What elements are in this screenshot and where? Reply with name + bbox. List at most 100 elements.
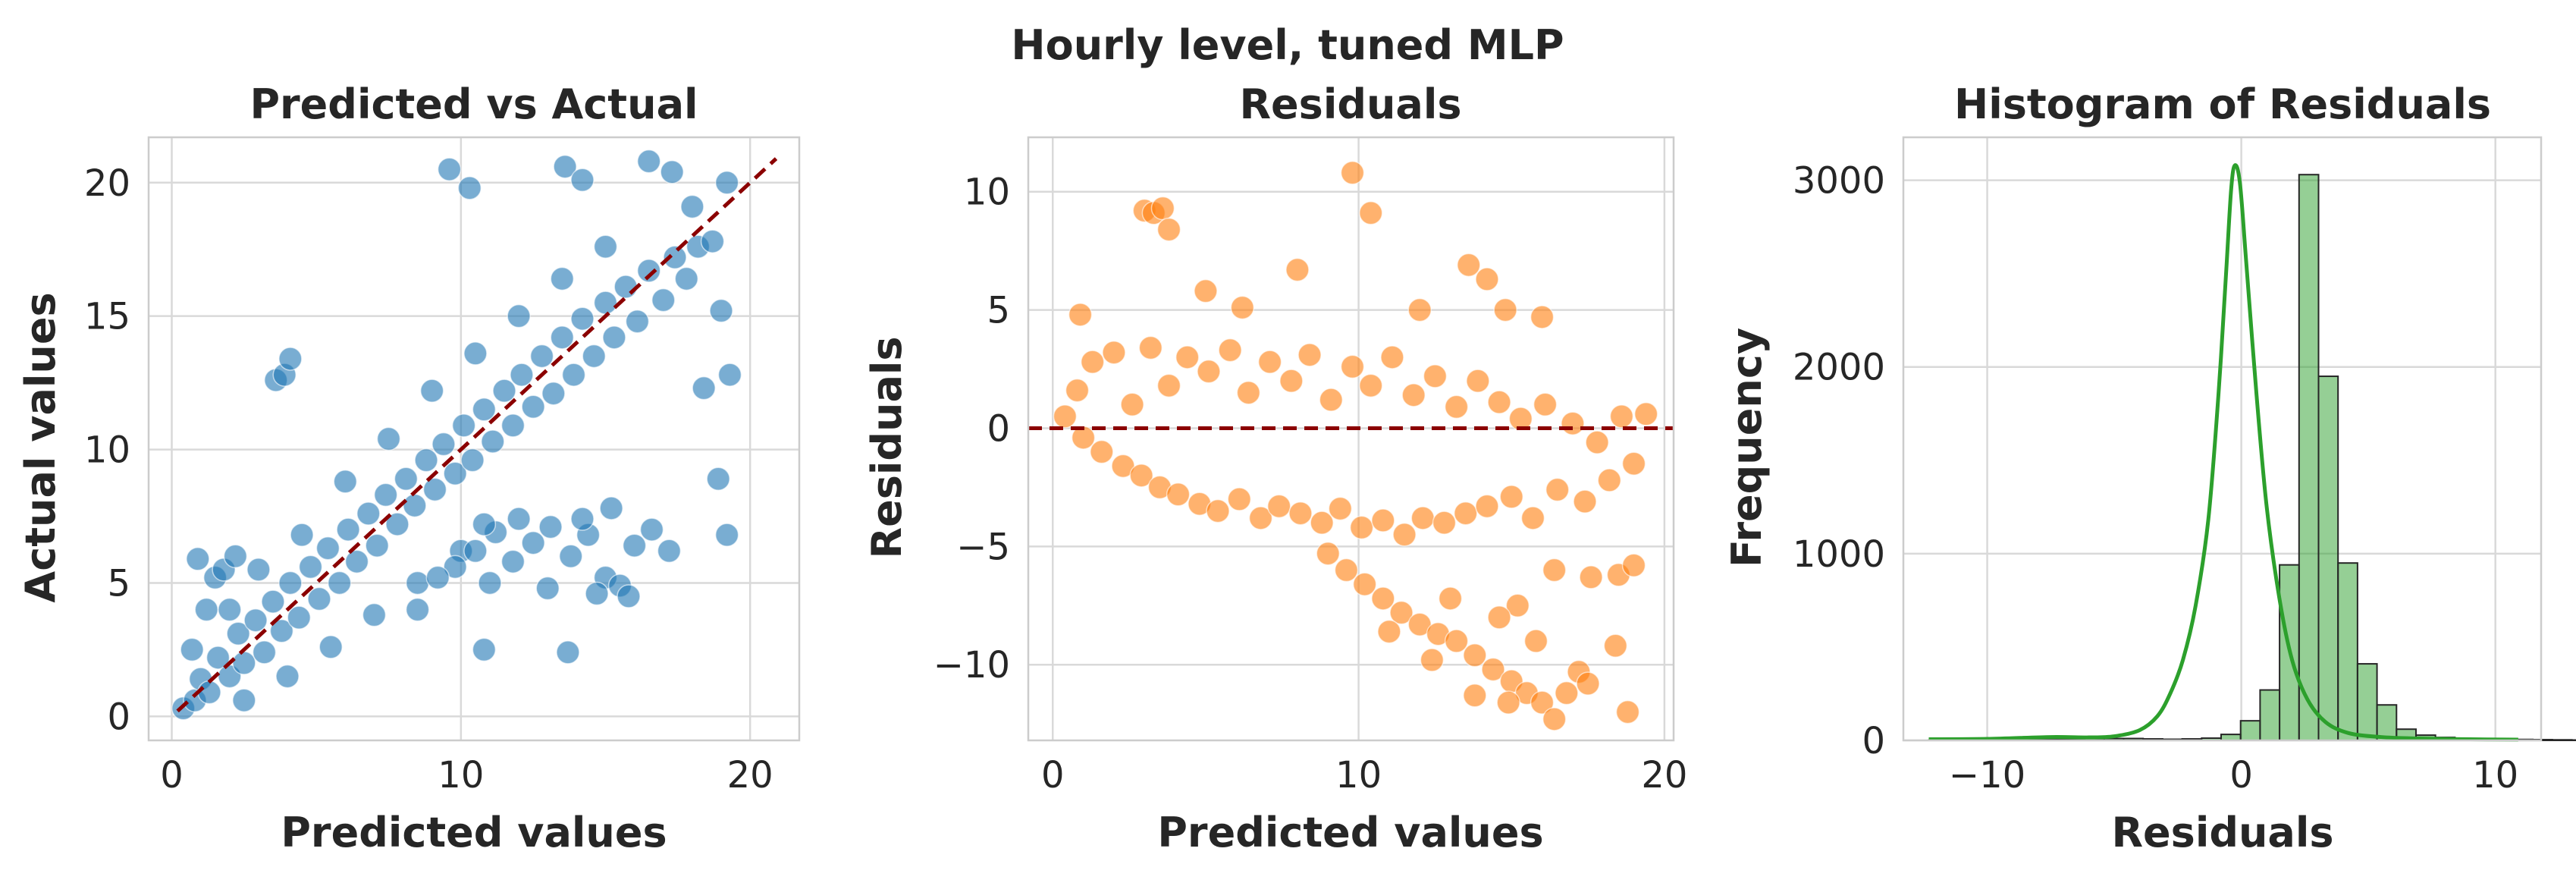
y-tick-label: 2000 <box>1793 347 1885 389</box>
scatter-point <box>1392 523 1417 547</box>
y-tick-label: 15 <box>84 296 130 338</box>
scatter-point <box>315 536 340 561</box>
scatter-point <box>1257 350 1282 374</box>
scatter-point <box>1597 468 1622 492</box>
scatter-point <box>570 306 595 331</box>
scatter-point <box>1603 633 1628 658</box>
scatter-point <box>376 426 401 451</box>
scatter-point <box>1380 345 1404 369</box>
scatter-point <box>333 470 358 494</box>
scatter-point <box>1432 511 1457 535</box>
scatter-point <box>541 381 566 406</box>
scatter-point <box>463 341 488 366</box>
scatter-point <box>1438 586 1463 611</box>
scatter-point <box>1487 390 1511 414</box>
scatter-point <box>186 547 210 571</box>
scatter-point <box>714 523 739 547</box>
scatter-point <box>362 602 387 627</box>
panel-3-kde-curve <box>1928 163 2518 742</box>
scatter-point <box>1316 541 1341 566</box>
scatter-point <box>556 640 580 665</box>
scatter-point <box>414 448 438 473</box>
scatter-point <box>327 570 352 595</box>
histogram-bar <box>2337 562 2358 741</box>
x-tick-label: 0 <box>1041 754 1065 797</box>
histogram-bar <box>2259 689 2281 742</box>
scatter-point <box>617 584 641 608</box>
x-tick-label: 20 <box>1641 754 1687 797</box>
y-tick-label: −10 <box>933 644 1010 687</box>
scatter-point <box>1423 364 1448 388</box>
scatter-point <box>1197 359 1221 384</box>
panel-1-points <box>171 149 742 721</box>
y-tick-label: 0 <box>1862 720 1885 762</box>
scatter-point <box>1266 494 1291 519</box>
scatter-point <box>1065 378 1090 403</box>
scatter-point <box>1530 690 1555 715</box>
scatter-point <box>1523 629 1548 653</box>
scatter-point <box>714 171 739 195</box>
scatter-point <box>1129 463 1153 488</box>
scatter-point <box>507 303 531 328</box>
scatter-point <box>457 176 482 200</box>
panel-2-title: Residuals <box>1239 80 1461 128</box>
scatter-point <box>1334 558 1359 583</box>
scatter-point <box>1248 506 1273 530</box>
histogram-bar <box>2317 376 2339 741</box>
scatter-point <box>356 501 381 526</box>
scatter-point <box>709 298 733 323</box>
scatter-point <box>1576 671 1600 696</box>
scatter-point <box>1555 680 1579 705</box>
panel-3-frame <box>1902 136 2543 742</box>
scatter-point <box>269 619 294 643</box>
scatter-point <box>1401 383 1426 407</box>
scatter-point <box>1371 508 1395 533</box>
panel-2-points <box>1053 161 1658 731</box>
scatter-point <box>1542 707 1567 731</box>
panel-2-ticks: 0 10 20 −10 −5 0 5 10 <box>933 171 1688 797</box>
y-tick-label: 20 <box>84 162 130 205</box>
scatter-point <box>197 680 221 705</box>
scatter-point <box>1457 253 1481 278</box>
scatter-point <box>625 309 650 334</box>
scatter-point <box>1420 648 1445 672</box>
scatter-point <box>1493 297 1517 322</box>
scatter-point <box>1340 161 1365 185</box>
y-tick-label: 10 <box>964 171 1010 214</box>
scatter-point <box>1533 392 1558 417</box>
scatter-point <box>298 555 323 580</box>
scatter-point <box>1090 439 1114 464</box>
panel-residuals: Residuals Predicted values Residuals 0 10… <box>863 80 1687 856</box>
scatter-point <box>538 514 563 539</box>
y-tick-label: 5 <box>107 562 130 605</box>
scatter-point <box>1120 392 1144 417</box>
scatter-point <box>1279 369 1304 393</box>
panel-1-title: Predicted vs Actual <box>249 80 698 128</box>
scatter-point <box>1218 338 1242 363</box>
scatter-point <box>422 477 447 502</box>
scatter-point <box>657 539 682 563</box>
scatter-point <box>1508 407 1533 431</box>
scatter-point <box>180 637 204 662</box>
scatter-point <box>385 512 409 536</box>
panel-1-frame <box>147 136 801 742</box>
scatter-point <box>1466 369 1490 393</box>
x-tick-label: −10 <box>1949 754 2025 797</box>
scatter-point <box>1156 373 1181 398</box>
scatter-point <box>223 544 248 569</box>
scatter-point <box>252 640 277 665</box>
scatter-point <box>1444 394 1469 420</box>
scatter-point <box>261 589 285 614</box>
scatter-point <box>1377 619 1401 644</box>
histogram-bar <box>2298 174 2320 741</box>
scatter-point <box>1463 683 1487 708</box>
scatter-point <box>344 549 369 574</box>
panel-1-ticks: 0 10 20 0 5 10 15 20 <box>84 162 773 797</box>
panel-predicted-vs-actual: Predicted vs Actual Predicted values Act… <box>17 80 801 856</box>
scatter-point <box>1579 565 1603 589</box>
scatter-point <box>1288 501 1313 526</box>
scatter-point <box>706 467 730 492</box>
scatter-point <box>206 646 231 670</box>
scatter-point <box>692 376 716 401</box>
scatter-point <box>492 379 516 403</box>
